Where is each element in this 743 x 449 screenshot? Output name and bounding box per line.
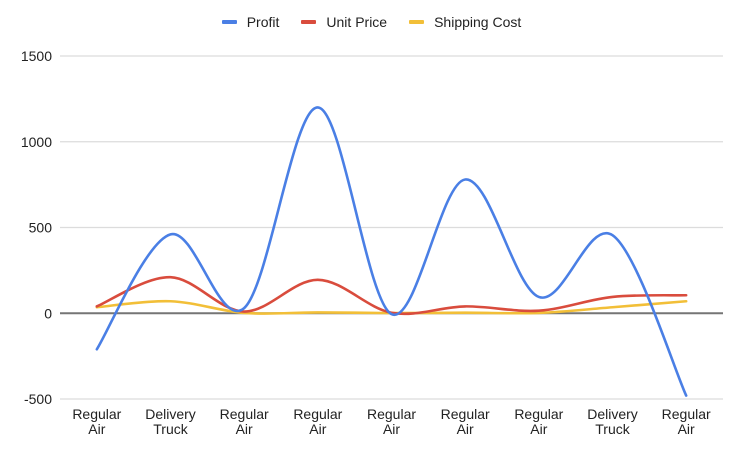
legend-label: Unit Price <box>326 14 388 30</box>
x-tick-label: Regular Air <box>514 406 563 437</box>
y-axis: 1500 1000 500 0 -500 <box>21 48 52 407</box>
chart-legend: Profit Unit Price Shipping Cost <box>0 14 743 30</box>
x-tick-label: Regular Air <box>441 406 490 437</box>
legend-swatch-unit-price <box>301 20 317 24</box>
legend-item-unit-price[interactable]: Unit Price <box>301 14 387 30</box>
series-unit-price[interactable] <box>95 275 688 316</box>
x-tick-label: Regular Air <box>72 406 121 437</box>
y-tick-label: -500 <box>24 391 52 407</box>
legend-label: Shipping Cost <box>434 14 522 30</box>
legend-swatch-profit <box>221 20 237 24</box>
y-tick-label: 500 <box>29 220 53 236</box>
x-axis: Regular Air Delivery Truck Regular Air Regular… <box>72 406 711 437</box>
legend-item-shipping-cost[interactable]: Shipping Cost <box>409 14 521 30</box>
legend-label: Profit <box>246 14 280 30</box>
x-tick-label: Regular Air <box>220 406 269 437</box>
x-tick-label: Regular Air <box>367 406 416 437</box>
legend-item-profit[interactable]: Profit <box>221 14 280 30</box>
series-profit[interactable] <box>95 106 688 397</box>
y-tick-label: 1500 <box>21 48 52 64</box>
y-tick-label: 0 <box>44 305 52 321</box>
x-tick-label: Regular Air <box>662 406 711 437</box>
x-tick-label: Delivery Truck <box>587 406 638 437</box>
x-tick-label: Delivery Truck <box>145 406 196 437</box>
legend-swatch-shipping-cost <box>409 20 425 24</box>
gridlines <box>60 55 723 400</box>
x-tick-label: Regular Air <box>293 406 342 437</box>
series-lines <box>95 106 688 397</box>
y-tick-label: 1000 <box>21 134 52 150</box>
